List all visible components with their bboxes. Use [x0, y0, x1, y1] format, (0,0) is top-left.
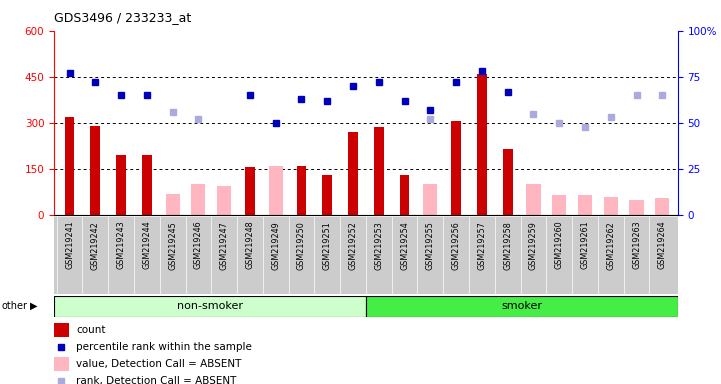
Text: GSM219263: GSM219263 [632, 221, 641, 270]
Text: GSM219242: GSM219242 [91, 221, 99, 270]
Bar [451, 121, 461, 215]
Text: GSM219253: GSM219253 [374, 221, 384, 270]
Text: GSM219264: GSM219264 [658, 221, 667, 270]
Bar [399, 175, 410, 215]
Text: ▶: ▶ [30, 301, 37, 311]
Bar [217, 186, 231, 215]
Bar [90, 126, 100, 215]
Text: GSM219252: GSM219252 [348, 221, 358, 270]
Bar [578, 195, 592, 215]
Bar [603, 197, 618, 215]
Text: GSM219249: GSM219249 [271, 221, 280, 270]
Text: GSM219254: GSM219254 [400, 221, 409, 270]
Bar [296, 166, 306, 215]
Text: GSM219247: GSM219247 [220, 221, 229, 270]
Text: GSM219243: GSM219243 [117, 221, 125, 270]
Text: GDS3496 / 233233_at: GDS3496 / 233233_at [54, 12, 191, 25]
Text: GSM219248: GSM219248 [245, 221, 255, 270]
Text: GSM219258: GSM219258 [503, 221, 512, 270]
Bar [655, 198, 669, 215]
Text: GSM219244: GSM219244 [142, 221, 151, 270]
Bar [269, 166, 283, 215]
Text: GSM219245: GSM219245 [168, 221, 177, 270]
Bar [245, 167, 255, 215]
Bar [552, 195, 566, 215]
Bar [423, 184, 438, 215]
Text: GSM219255: GSM219255 [426, 221, 435, 270]
Text: GSM219256: GSM219256 [451, 221, 461, 270]
Bar [503, 149, 513, 215]
Bar [322, 175, 332, 215]
Text: GSM219250: GSM219250 [297, 221, 306, 270]
Bar [477, 74, 487, 215]
Bar [191, 184, 205, 215]
Text: rank, Detection Call = ABSENT: rank, Detection Call = ABSENT [76, 376, 236, 384]
Bar [65, 117, 74, 215]
Bar [142, 155, 151, 215]
Text: non-smoker: non-smoker [177, 301, 243, 311]
Bar [166, 194, 180, 215]
Text: value, Detection Call = ABSENT: value, Detection Call = ABSENT [76, 359, 242, 369]
Text: other: other [1, 301, 27, 311]
Text: GSM219257: GSM219257 [477, 221, 487, 270]
Bar [116, 155, 126, 215]
Bar [374, 127, 384, 215]
Text: GSM219261: GSM219261 [580, 221, 590, 270]
Bar [348, 132, 358, 215]
Text: GSM219241: GSM219241 [65, 221, 74, 270]
Text: GSM219251: GSM219251 [323, 221, 332, 270]
Text: GSM219260: GSM219260 [554, 221, 564, 270]
Text: GSM219262: GSM219262 [606, 221, 615, 270]
Bar [629, 200, 644, 215]
Text: smoker: smoker [501, 301, 542, 311]
Text: count: count [76, 326, 105, 336]
Text: percentile rank within the sample: percentile rank within the sample [76, 343, 252, 353]
Bar [54, 296, 366, 317]
Bar [526, 184, 541, 215]
Bar [54, 357, 68, 371]
Text: GSM219246: GSM219246 [194, 221, 203, 270]
Bar [54, 323, 68, 337]
Text: GSM219259: GSM219259 [529, 221, 538, 270]
Bar [366, 296, 678, 317]
